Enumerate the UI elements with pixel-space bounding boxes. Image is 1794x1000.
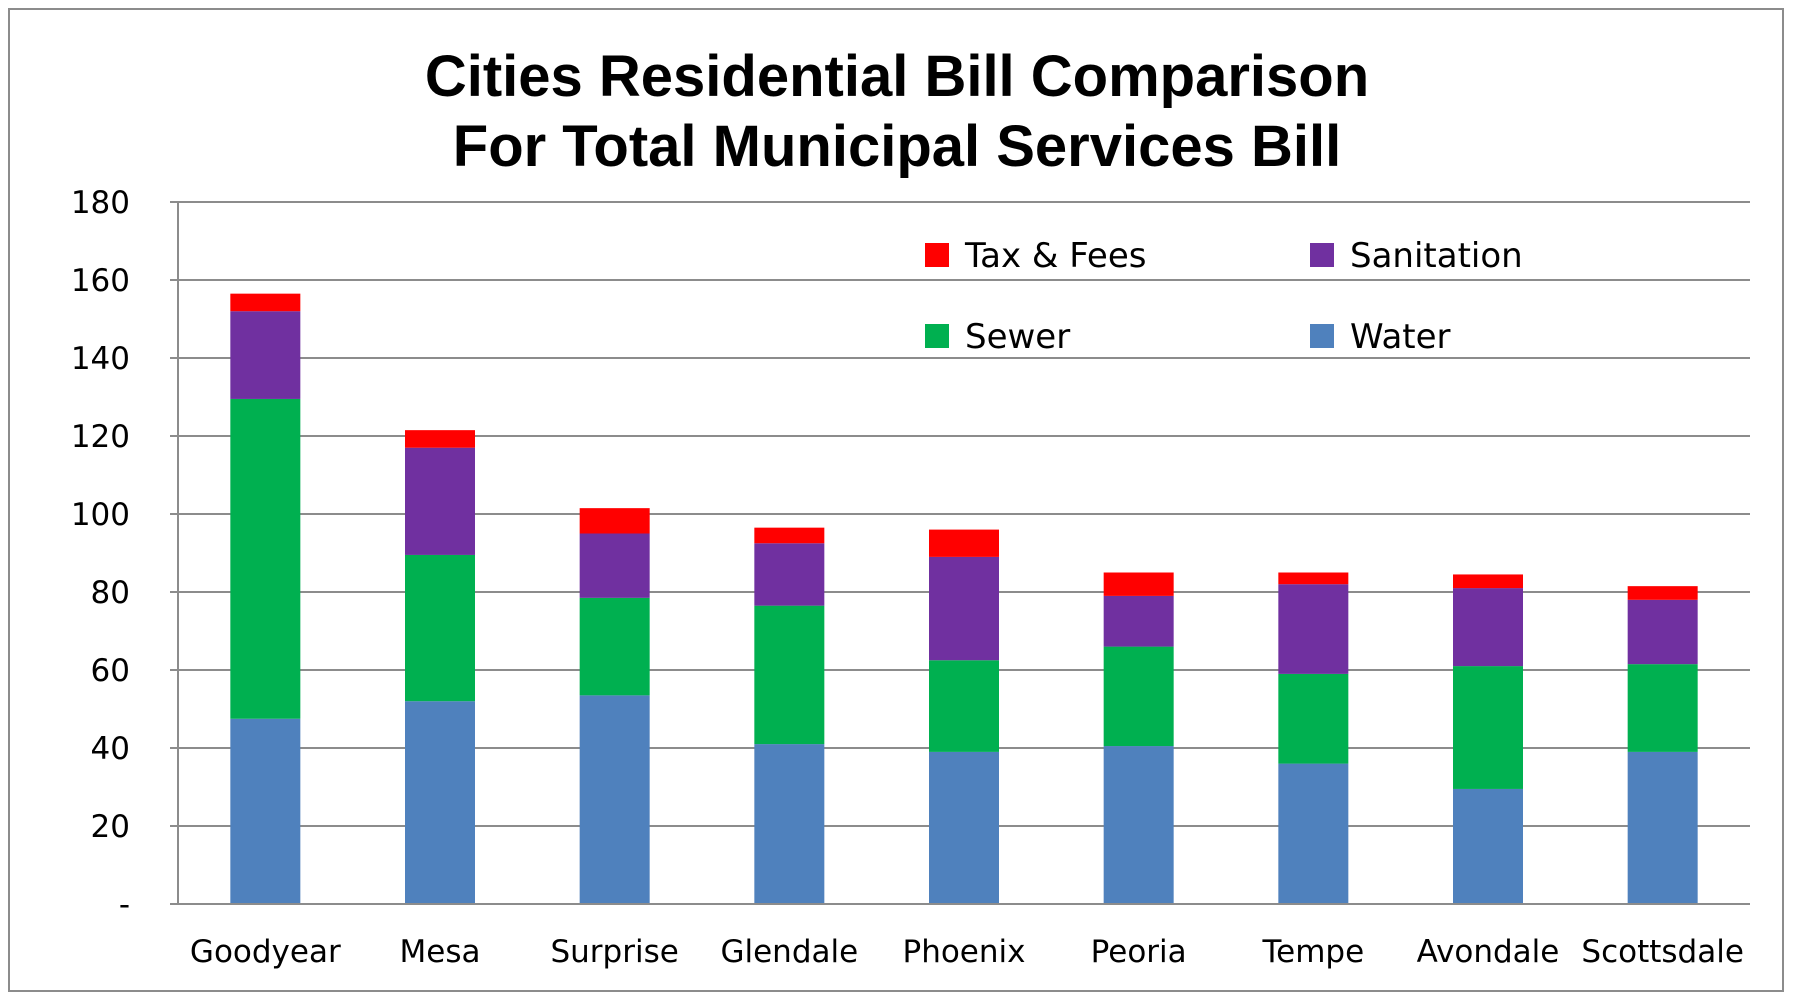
bar-segment-tax-fees-phoenix xyxy=(929,529,999,557)
y-tick-label: 80 xyxy=(91,575,130,611)
bar-segment-tax-fees-peoria xyxy=(1103,572,1174,596)
legend: Tax & Fees Sanitation Sewer Water xyxy=(925,236,1523,357)
x-category-label: Peoria xyxy=(1091,934,1187,970)
x-category-label: Glendale xyxy=(720,934,858,970)
legend-swatch xyxy=(1310,243,1334,267)
legend-label: Sanitation xyxy=(1350,236,1523,276)
bar-segment-sewer-tempe xyxy=(1278,673,1349,764)
x-category-labels: Goodyear Mesa Surprise Glendale Phoenix Peori… xyxy=(190,934,1744,970)
y-tick-label: 180 xyxy=(71,185,130,221)
chart-title: Cities Residential Bill Comparison xyxy=(424,44,1370,109)
bar-segment-tax-fees-scottsdale xyxy=(1627,586,1698,600)
bar-segment-water-mesa xyxy=(405,701,475,904)
legend-swatch xyxy=(925,324,949,348)
legend-swatch xyxy=(925,243,949,267)
y-tick-label: 60 xyxy=(91,653,130,689)
bar-segment-water-glendale xyxy=(754,744,825,904)
bar-segment-sewer-surprise xyxy=(579,597,650,696)
x-category-label: Scottsdale xyxy=(1581,934,1744,970)
x-category-label: Surprise xyxy=(550,934,678,970)
bar-segment-water-scottsdale xyxy=(1627,751,1698,904)
bar-segment-sanitation-goodyear xyxy=(230,311,301,399)
bar-segment-sewer-scottsdale xyxy=(1627,664,1698,752)
x-category-label: Tempe xyxy=(1261,934,1364,970)
bar-segment-water-tempe xyxy=(1278,763,1349,904)
y-tick-labels: - 20 40 60 80 100 120 140 160 180 xyxy=(71,185,130,923)
bar-segment-water-surprise xyxy=(579,695,650,904)
bar-segment-sewer-mesa xyxy=(405,554,475,702)
legend-label: Tax & Fees xyxy=(964,236,1146,276)
bar-segment-sanitation-mesa xyxy=(405,447,475,555)
x-category-label: Phoenix xyxy=(903,934,1026,970)
chart-subtitle: For Total Municipal Services Bill xyxy=(452,114,1342,179)
bar-segment-sanitation-avondale xyxy=(1453,588,1523,667)
bar-segment-water-phoenix xyxy=(929,751,999,904)
legend-swatch xyxy=(1310,324,1334,348)
y-tick-label: 120 xyxy=(71,419,130,455)
y-tick-label: 160 xyxy=(71,263,130,299)
bars xyxy=(230,293,1698,904)
bar-segment-tax-fees-tempe xyxy=(1278,572,1349,585)
y-tick-label: 20 xyxy=(91,809,130,845)
bar-segment-sewer-goodyear xyxy=(230,398,301,719)
legend-label: Sewer xyxy=(965,317,1070,357)
legend-label: Water xyxy=(1350,317,1451,357)
bar-segment-tax-fees-mesa xyxy=(405,430,475,448)
x-category-label: Mesa xyxy=(400,934,481,970)
bar-segment-water-peoria xyxy=(1103,746,1174,904)
bar-segment-sewer-avondale xyxy=(1453,666,1523,789)
bar-segment-sanitation-glendale xyxy=(754,543,825,606)
bar-segment-tax-fees-goodyear xyxy=(230,293,301,312)
bar-segment-sewer-phoenix xyxy=(929,660,999,752)
bar-segment-sanitation-phoenix xyxy=(929,556,999,661)
bar-segment-water-goodyear xyxy=(230,718,301,904)
x-category-label: Avondale xyxy=(1417,934,1560,970)
bar-segment-sanitation-surprise xyxy=(579,533,650,598)
bar-segment-sanitation-scottsdale xyxy=(1627,599,1698,665)
bar-segment-water-avondale xyxy=(1453,788,1523,904)
bar-segment-tax-fees-avondale xyxy=(1453,574,1523,589)
y-tick-label: 40 xyxy=(91,731,130,767)
y-tick-label: - xyxy=(119,887,130,923)
x-category-label: Goodyear xyxy=(190,934,341,970)
bar-segment-sanitation-tempe xyxy=(1278,584,1349,674)
bar-segment-tax-fees-glendale xyxy=(754,527,825,544)
y-tick-label: 100 xyxy=(71,497,130,533)
bar-segment-sewer-glendale xyxy=(754,605,825,745)
bar-segment-sanitation-peoria xyxy=(1103,595,1174,647)
axes xyxy=(170,201,1750,905)
y-tick-label: 140 xyxy=(71,341,130,377)
bar-segment-tax-fees-surprise xyxy=(579,508,650,534)
bar-segment-sewer-peoria xyxy=(1103,646,1174,747)
